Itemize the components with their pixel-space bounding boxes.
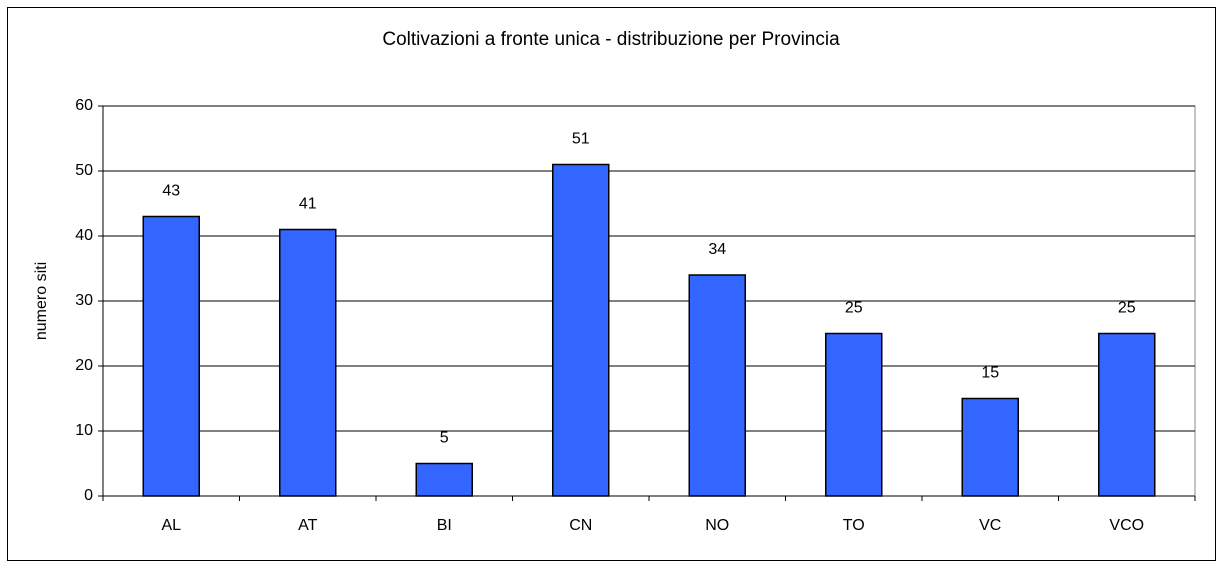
y-tick-label: 40: [75, 227, 93, 244]
data-label: 51: [572, 131, 590, 148]
x-tick-label: TO: [843, 517, 865, 534]
x-tick-label: AL: [161, 517, 181, 534]
bar: [688, 274, 746, 497]
x-tick-label: BI: [437, 517, 452, 534]
bar: [142, 215, 200, 497]
y-tick-label: 60: [75, 97, 93, 114]
data-label: 25: [1118, 300, 1136, 317]
y-tick-label: 20: [75, 357, 93, 374]
x-tick-label: NO: [705, 517, 729, 534]
data-label: 5: [440, 430, 449, 447]
y-tick-label: 0: [84, 487, 93, 504]
y-axis-label: numero siti: [33, 262, 50, 340]
x-tick-label: VC: [979, 517, 1001, 534]
bar: [825, 332, 883, 497]
y-tick-label: 50: [75, 162, 93, 179]
bar: [961, 397, 1019, 497]
y-tick-label: 10: [75, 422, 93, 439]
data-label: 25: [845, 300, 863, 317]
data-label: 15: [981, 365, 999, 382]
bar: [279, 228, 337, 497]
y-tick-label: 30: [75, 292, 93, 309]
data-label: 41: [299, 196, 317, 213]
chart-title: Coltivazioni a fronte unica - distribuzi…: [382, 29, 840, 50]
data-label: 43: [162, 183, 180, 200]
x-tick-label: VCO: [1109, 517, 1144, 534]
bar: [415, 462, 473, 497]
data-label: 34: [708, 241, 726, 258]
bar: [552, 163, 610, 497]
x-tick-label: CN: [569, 517, 592, 534]
bar: [1098, 332, 1156, 497]
x-tick-label: AT: [298, 517, 317, 534]
